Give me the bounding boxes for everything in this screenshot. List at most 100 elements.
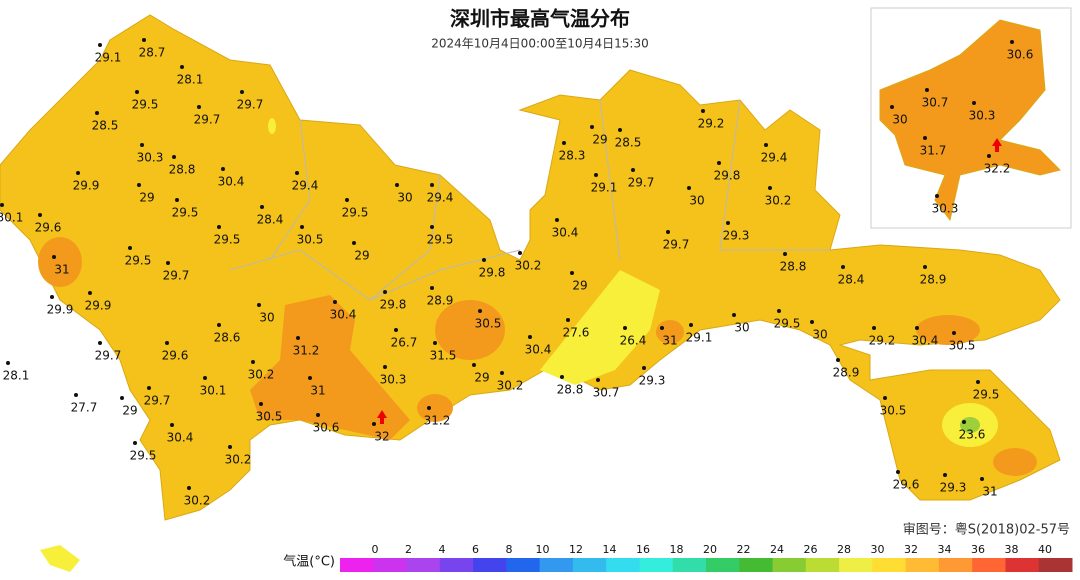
station-value: 29.3 [639, 374, 666, 388]
station-value: 28.8 [169, 163, 196, 177]
station-value: 26.4 [620, 334, 647, 348]
station-value: 29.7 [163, 269, 190, 283]
legend-swatch [572, 558, 607, 572]
station-value: 31.2 [293, 344, 320, 358]
station-value: 30.4 [912, 334, 939, 348]
legend-tick: 2 [405, 543, 412, 556]
station-dot [810, 320, 814, 324]
station-value: 29 [572, 279, 587, 293]
legend-swatch [373, 558, 408, 572]
station-value: 30 [689, 194, 704, 208]
station-dot [836, 358, 840, 362]
station-value: 30 [892, 113, 907, 127]
station-value: 30.2 [225, 453, 252, 467]
station-dot [135, 90, 139, 94]
station-value: 28.3 [559, 149, 586, 163]
station-dot [915, 326, 919, 330]
station-value: 29 [122, 404, 137, 418]
station-value: 30 [259, 311, 274, 325]
legend-swatch [805, 558, 840, 572]
station-value: 29.1 [686, 331, 713, 345]
station-dot [133, 441, 137, 445]
station-dot [172, 155, 176, 159]
station-value: 28.9 [920, 273, 947, 287]
legend-swatch [406, 558, 441, 572]
legend-swatch [672, 558, 707, 572]
station-dot [98, 43, 102, 47]
station-value: 30 [397, 191, 412, 205]
station-value: 29 [139, 191, 154, 205]
station-dot [120, 396, 124, 400]
station-value: 29.5 [130, 449, 157, 463]
station-dot [0, 203, 4, 207]
station-value: 27.7 [71, 401, 98, 415]
station-dot [166, 261, 170, 265]
legend-tick: 18 [670, 543, 684, 556]
legend-label: 气温(°C) [283, 554, 335, 570]
legend-tick: 6 [472, 543, 479, 556]
station-dot [518, 251, 522, 255]
station-value: 30.4 [167, 431, 194, 445]
station-dot [923, 136, 927, 140]
legend-tick: 8 [506, 543, 513, 556]
station-value: 29.2 [698, 117, 725, 131]
station-dot [165, 341, 169, 345]
legend-tick: 24 [770, 543, 784, 556]
station-value: 30.3 [932, 202, 959, 216]
title: 深圳市最高气温分布 [450, 7, 630, 31]
station-dot [472, 363, 476, 367]
station-dot [395, 183, 399, 187]
legend-tick: 12 [569, 543, 583, 556]
subtitle: 2024年10月4日00:00至10月4日15:30 [431, 37, 649, 51]
station-value: 30.5 [475, 317, 502, 331]
station-dot [642, 366, 646, 370]
station-value: 31.2 [424, 414, 451, 428]
station-value: 30.7 [922, 96, 949, 110]
station-dot [783, 252, 787, 256]
legend-swatch [839, 558, 873, 572]
legend-tick: 28 [837, 543, 851, 556]
station-value: 29.5 [342, 206, 369, 220]
station-dot [74, 393, 78, 397]
layers: 29.1 28.7 28.1 29.5 29.7 29.7 28.5 30.3 28.8 30.4… [0, 38, 1073, 572]
station-value: 29.5 [973, 388, 1000, 402]
station-dot [137, 183, 141, 187]
legend-tick: 10 [536, 543, 550, 556]
station-value: 30.2 [248, 368, 275, 382]
legend-tick: 40 [1038, 543, 1052, 556]
station-dot [175, 198, 179, 202]
station-dot [52, 255, 56, 259]
station-value: 30.1 [0, 211, 23, 225]
station-value: 30.5 [297, 233, 324, 247]
station-value: 28.9 [427, 294, 454, 308]
station-dot [333, 300, 337, 304]
station-dot [482, 258, 486, 262]
max-marker [377, 410, 387, 424]
station-dot [221, 167, 225, 171]
station-dot [555, 218, 559, 222]
station-value: 30.4 [218, 175, 245, 189]
legend-swatch [706, 558, 740, 572]
station-value: 29.8 [479, 266, 506, 280]
station-value: 29.5 [774, 317, 801, 331]
station-dot [259, 402, 263, 406]
legend-tick: 38 [1005, 543, 1019, 556]
station-dot [687, 186, 691, 190]
legend-swatch [1038, 558, 1073, 572]
station-dot [478, 309, 482, 313]
station-dot [972, 101, 976, 105]
station-value: 26.7 [391, 336, 418, 350]
legend-swatch [606, 558, 640, 572]
station-value: 29.5 [125, 254, 152, 268]
station-value: 29.9 [73, 179, 100, 193]
station-dot [142, 38, 146, 42]
station-value: 29.6 [162, 349, 189, 363]
station-value: 28.9 [833, 366, 860, 380]
station-value: 29.5 [427, 233, 454, 247]
station-dot [890, 105, 894, 109]
station-dot [6, 361, 10, 365]
station-dot [240, 90, 244, 94]
station-dot [689, 323, 693, 327]
station-dot [943, 473, 947, 477]
legend-tick: 26 [804, 543, 818, 556]
